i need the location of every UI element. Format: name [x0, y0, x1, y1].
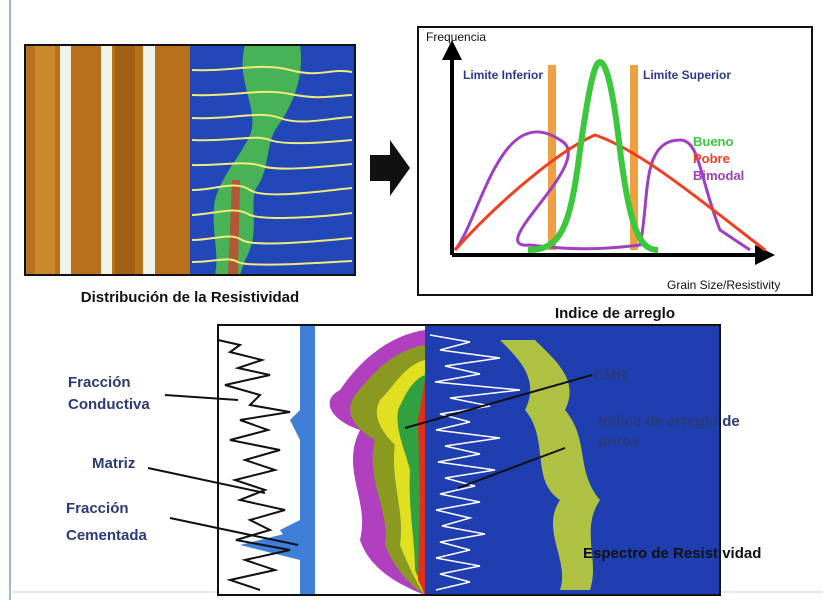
legend-entry: Bueno — [693, 134, 734, 149]
annotation-line: Fracción — [68, 374, 131, 391]
annotation-line: Fracción — [66, 500, 129, 517]
core-image — [25, 45, 355, 275]
core-gap — [143, 45, 155, 275]
legend-entry: Pobre — [693, 151, 730, 166]
legend-entry: Bimodal — [693, 168, 744, 183]
annotation: CMR — [593, 367, 627, 384]
x-axis-label: Grain Size/Resistivity — [667, 278, 780, 292]
core-texture — [115, 45, 135, 275]
core-gap — [101, 45, 112, 275]
annotation-line: Indice de arreglo de — [598, 413, 740, 430]
annotation-line: Conductiva — [68, 396, 150, 413]
caption: Indice de arreglo — [555, 305, 675, 322]
core-texture — [35, 45, 55, 275]
annotation-line: Cementada — [66, 527, 148, 544]
limit-label: Limite Superior — [643, 68, 731, 82]
caption: Espectro de Resistividad — [583, 545, 761, 562]
core-gap — [60, 45, 71, 275]
annotation: Matriz — [92, 455, 135, 472]
figure: Distribución de la Resistividad Frequenc… — [0, 0, 823, 600]
caption: Distribución de la Resistividad — [81, 289, 299, 306]
y-axis-label: Frequencia — [426, 30, 486, 44]
limit-label: Limite Inferior — [463, 68, 543, 82]
annotation-line: poros — [598, 433, 640, 450]
